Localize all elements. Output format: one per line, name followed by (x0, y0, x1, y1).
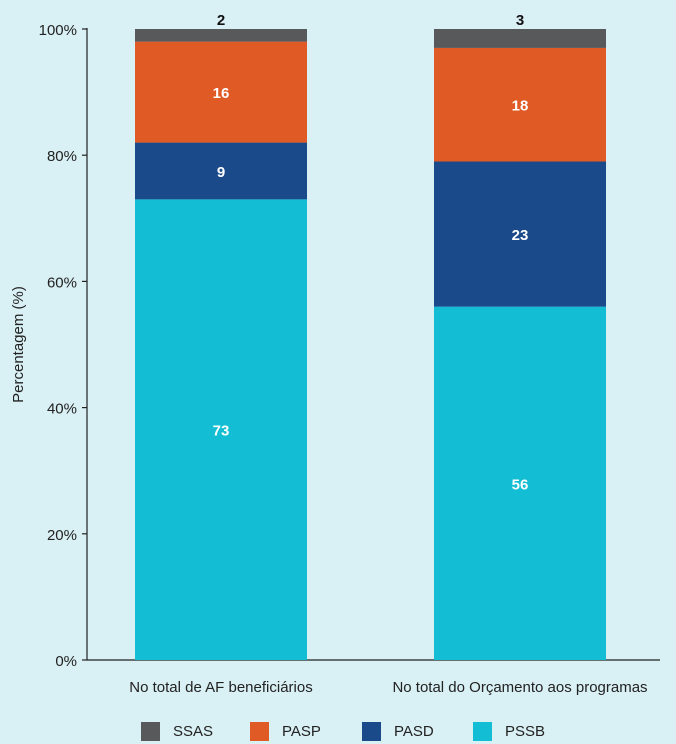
y-axis-title: Percentagem (%) (10, 286, 27, 403)
legend-item-ssas: SSAS (141, 721, 214, 741)
y-tick-label: 60% (47, 274, 77, 291)
bar-segment-pasp (135, 41, 307, 143)
legend-label-pasp: PASP (282, 722, 321, 740)
data-label-pasp: 16 (213, 85, 230, 102)
chart-legend: SSAS PASP PASD PSSB (0, 718, 676, 744)
legend-label-pssb: PSSB (505, 722, 546, 740)
bar-segment-pssb (434, 306, 606, 660)
bar-segment-pasd (434, 161, 606, 307)
y-tick-label: 20% (47, 527, 77, 544)
y-tick-label: 0% (55, 653, 77, 670)
legend-item-pasd: PASD (362, 721, 434, 741)
bar-segment-pasd (135, 142, 307, 200)
data-label-pssb: 73 (213, 423, 230, 440)
data-label-pasd: 9 (217, 164, 225, 181)
x-category-label: No total do Orçamento aos programas (392, 679, 647, 696)
legend-swatch-pssb (473, 721, 492, 741)
legend-swatch-pasp (250, 721, 269, 741)
legend-swatch-ssas (141, 721, 160, 741)
data-label-ssas: 2 (217, 12, 225, 29)
bar-segment-ssas (434, 29, 606, 48)
legend-item-pssb: PSSB (473, 721, 546, 741)
y-tick-label: 40% (47, 401, 77, 418)
bar-segment-pasp (434, 47, 606, 162)
stacked-bar-chart: 0% 20% 40% 60% 80% 100% Percentagem (%) 73 9 16 2… (10, 12, 660, 696)
legend-swatch-pasd (362, 721, 381, 741)
bar-segment-ssas (135, 29, 307, 42)
chart-bars (135, 29, 606, 660)
bar-segment-pssb (135, 199, 307, 660)
data-label-pasp: 18 (512, 98, 529, 115)
y-tick-label: 80% (47, 148, 77, 165)
data-label-pasd: 23 (512, 227, 529, 244)
x-category-label: No total de AF beneficiários (129, 679, 312, 696)
data-label-pssb: 56 (512, 476, 529, 493)
data-label-ssas: 3 (516, 12, 524, 29)
legend-label-pasd: PASD (394, 722, 434, 740)
chart-labels: 73 9 16 2 No total de AF beneficiários 56 23 18… (129, 12, 647, 696)
y-tick-label: 100% (39, 22, 77, 39)
legend-label-ssas: SSAS (173, 722, 214, 740)
legend-item-pasp: PASP (250, 721, 321, 741)
